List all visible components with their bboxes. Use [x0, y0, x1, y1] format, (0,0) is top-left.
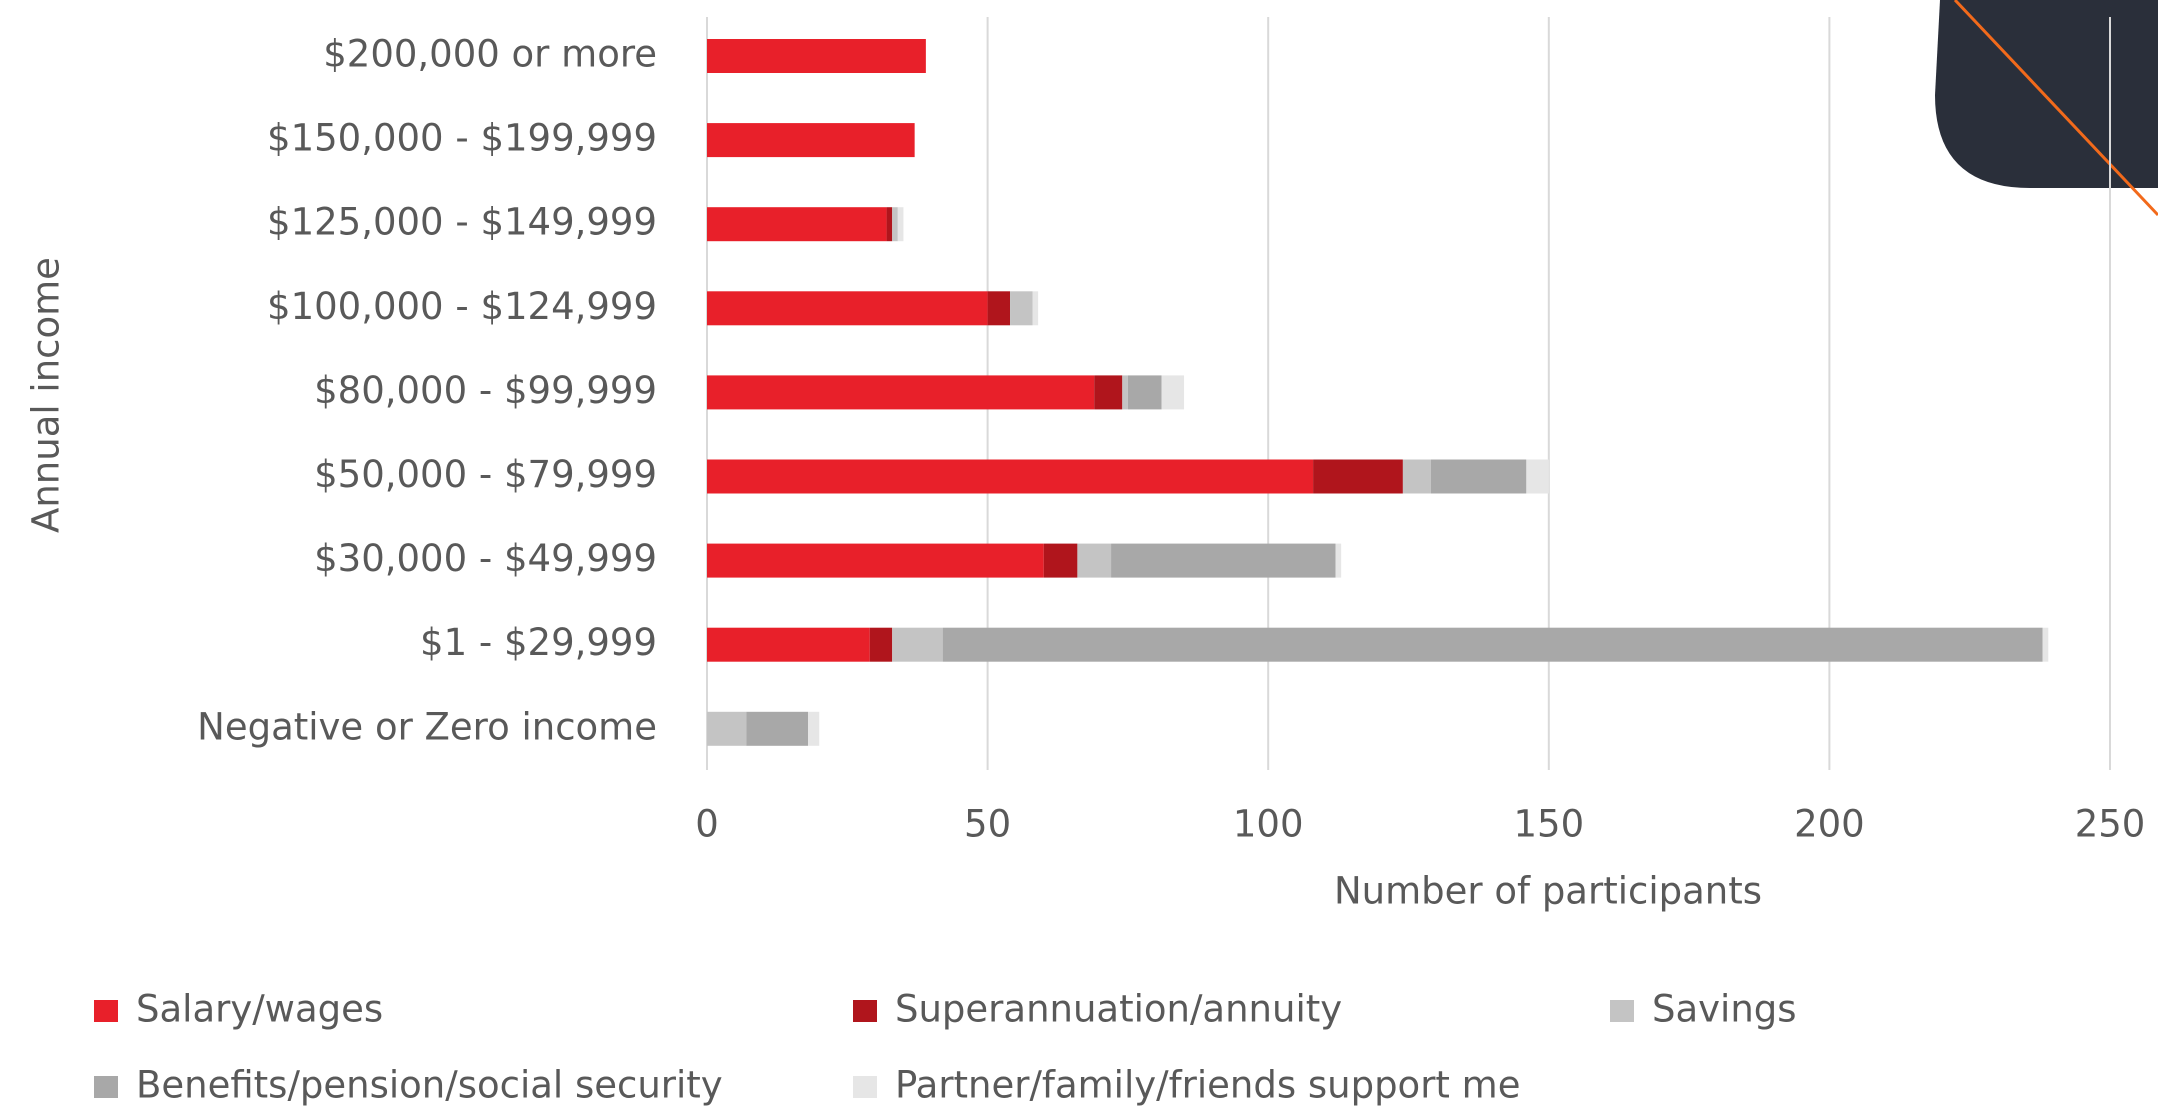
- legend-label: Savings: [1652, 988, 1797, 1031]
- bar-segment: [707, 207, 887, 242]
- x-tick-label: 150: [1513, 803, 1584, 846]
- y-tick-label: Negative or Zero income: [197, 705, 657, 748]
- y-tick-label: $80,000 - $99,999: [314, 369, 657, 412]
- x-tick-label: 200: [1794, 803, 1865, 846]
- bar-segment: [1010, 291, 1033, 326]
- bar-segment: [1111, 543, 1336, 578]
- bar-segment: [897, 207, 904, 242]
- bar-segment: [1032, 291, 1039, 326]
- legend-label: Salary/wages: [136, 988, 383, 1031]
- legend-label: Partner/family/friends support me: [895, 1064, 1520, 1107]
- bar-segment: [707, 711, 747, 746]
- x-tick-label: 250: [2075, 803, 2146, 846]
- bar-segment: [987, 291, 1011, 326]
- y-tick-label: $100,000 - $124,999: [267, 285, 657, 328]
- y-tick-label: $30,000 - $49,999: [314, 537, 657, 580]
- y-tick-label: $150,000 - $199,999: [267, 117, 657, 160]
- bar-segment: [707, 375, 1095, 410]
- x-axis-title: Number of participants: [1334, 870, 1762, 913]
- photo: [1935, 0, 2158, 217]
- bar-segment: [892, 207, 898, 242]
- legend-swatch: [1610, 1000, 1634, 1022]
- legend-swatch: [853, 1076, 877, 1098]
- bar-segment: [707, 459, 1314, 494]
- bar-segment: [808, 711, 820, 746]
- bar-segment: [1161, 375, 1185, 410]
- legend-swatch: [94, 1000, 118, 1022]
- bar-segment: [1313, 459, 1403, 494]
- bar-segment: [2042, 627, 2049, 662]
- bar-segment: [869, 627, 893, 662]
- y-tick-label: $50,000 - $79,999: [314, 453, 657, 496]
- bar-segment: [886, 207, 893, 242]
- bar-segment: [1526, 459, 1549, 494]
- legend-label: Superannuation/annuity: [895, 988, 1342, 1031]
- y-axis-title: Annual income: [25, 257, 68, 533]
- bar-segment: [1402, 459, 1431, 494]
- y-tick-label: $125,000 - $149,999: [267, 201, 657, 244]
- y-tick-label: $1 - $29,999: [420, 621, 657, 664]
- bar-segment: [892, 627, 943, 662]
- bar-segment: [1043, 543, 1078, 578]
- bar-segment: [707, 39, 926, 73]
- bar-segment: [1077, 543, 1112, 578]
- legend-swatch: [853, 1000, 877, 1022]
- x-tick-label: 100: [1233, 803, 1304, 846]
- bar-segment: [1122, 375, 1128, 410]
- legend-swatch: [94, 1076, 118, 1098]
- y-tick-label: $200,000 or more: [323, 33, 657, 76]
- bar-segment: [707, 123, 915, 158]
- bar-segment: [707, 291, 988, 326]
- bar-segment: [707, 627, 870, 662]
- bar-segment: [746, 711, 809, 746]
- x-tick-label: 50: [964, 803, 1011, 846]
- legend-label: Benefits/pension/social security: [136, 1064, 723, 1107]
- bar-segment: [1094, 375, 1123, 410]
- bar-segment: [1335, 543, 1342, 578]
- x-tick-label: 0: [695, 803, 719, 846]
- bar-segment: [1430, 459, 1527, 494]
- bar-segment: [707, 543, 1044, 578]
- bar-segment: [1127, 375, 1162, 410]
- bar-segment: [942, 627, 2043, 662]
